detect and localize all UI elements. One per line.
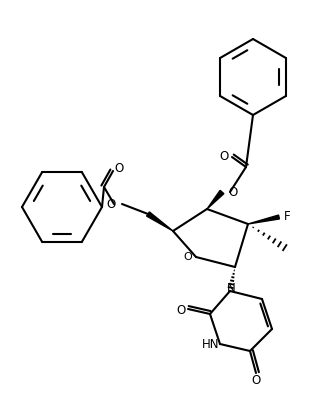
Text: O: O (184, 252, 192, 261)
Text: O: O (251, 373, 261, 386)
Text: O: O (115, 162, 124, 175)
Text: O: O (219, 150, 229, 163)
Polygon shape (207, 191, 224, 209)
Polygon shape (248, 215, 280, 224)
Text: F: F (284, 210, 290, 223)
Text: HN: HN (202, 338, 220, 351)
Text: N: N (227, 282, 235, 295)
Text: O: O (228, 186, 237, 199)
Polygon shape (147, 212, 173, 231)
Text: O: O (107, 197, 116, 210)
Text: O: O (176, 303, 186, 316)
